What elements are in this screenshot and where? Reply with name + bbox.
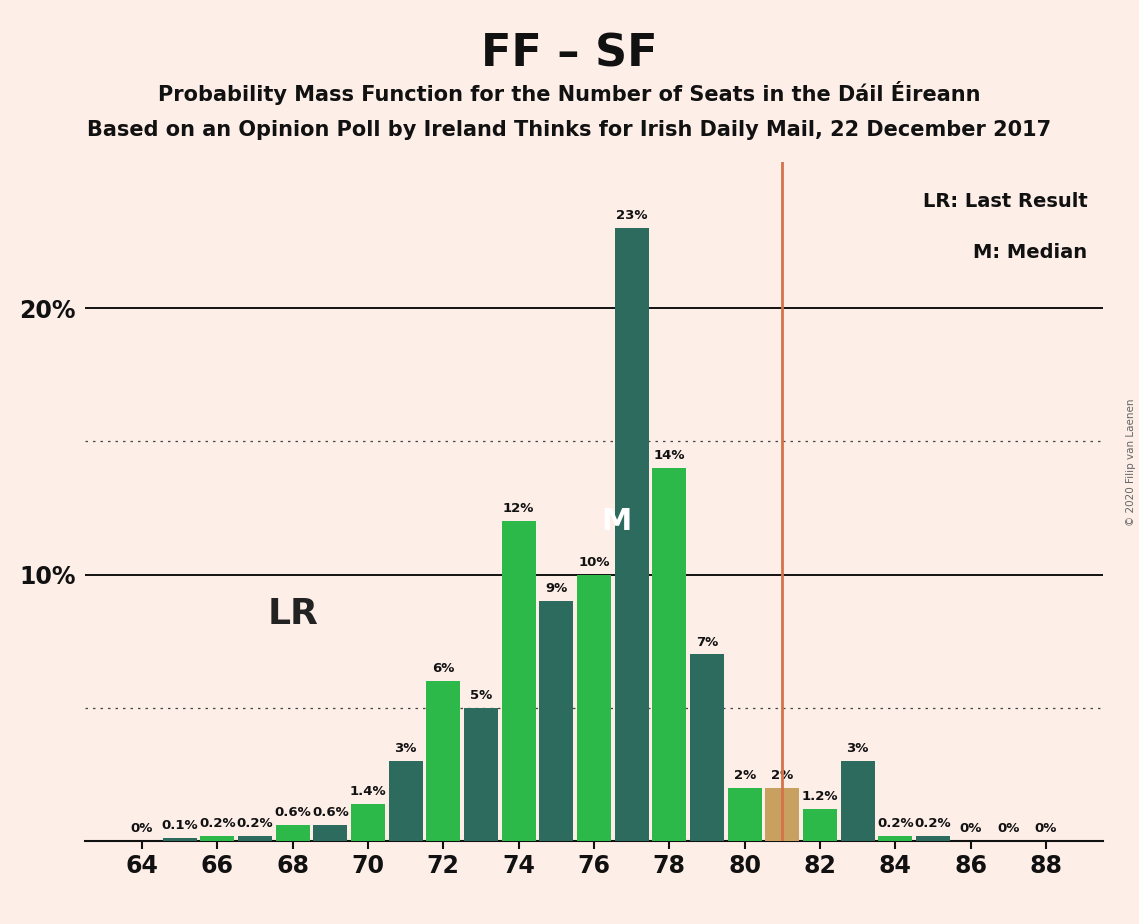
Text: 0%: 0% [1035,822,1057,835]
Text: 0.1%: 0.1% [162,820,198,833]
Bar [238,835,272,841]
Bar [615,228,648,841]
Bar [841,761,875,841]
Text: 7%: 7% [696,636,718,649]
Text: M: M [601,506,632,536]
Bar [200,835,235,841]
Text: LR: Last Result: LR: Last Result [923,192,1088,212]
Text: 6%: 6% [432,663,454,675]
Text: Based on an Opinion Poll by Ireland Thinks for Irish Daily Mail, 22 December 201: Based on an Opinion Poll by Ireland Thin… [88,120,1051,140]
Text: 14%: 14% [654,449,685,462]
Text: 2%: 2% [734,769,756,782]
Bar [803,808,837,841]
Bar [577,575,611,841]
Text: 0.2%: 0.2% [199,817,236,830]
Bar [653,468,687,841]
Text: M: Median: M: Median [973,243,1088,262]
Text: 0%: 0% [131,822,153,835]
Bar [313,825,347,841]
Text: FF – SF: FF – SF [482,32,657,76]
Text: 1.2%: 1.2% [802,790,838,803]
Text: 0.2%: 0.2% [237,817,273,830]
Text: 0.2%: 0.2% [915,817,951,830]
Text: 5%: 5% [470,688,492,702]
Text: 3%: 3% [846,742,869,755]
Text: 2%: 2% [771,769,794,782]
Text: 10%: 10% [579,555,609,568]
Bar [426,681,460,841]
Text: © 2020 Filip van Laenen: © 2020 Filip van Laenen [1125,398,1136,526]
Text: 12%: 12% [503,503,534,516]
Text: 1.4%: 1.4% [350,784,386,797]
Bar [464,708,498,841]
Text: 0%: 0% [959,822,982,835]
Bar [916,835,950,841]
Text: 3%: 3% [394,742,417,755]
Bar [690,654,724,841]
Text: 0.2%: 0.2% [877,817,913,830]
Text: 0%: 0% [997,822,1019,835]
Bar [163,838,197,841]
Text: 9%: 9% [546,582,567,595]
Text: Probability Mass Function for the Number of Seats in the Dáil Éireann: Probability Mass Function for the Number… [158,81,981,105]
Text: LR: LR [268,598,318,631]
Bar [501,521,535,841]
Text: 0.6%: 0.6% [274,806,311,819]
Bar [388,761,423,841]
Bar [540,602,573,841]
Bar [351,804,385,841]
Text: 23%: 23% [616,210,647,223]
Bar [276,825,310,841]
Text: 0.6%: 0.6% [312,806,349,819]
Bar [765,787,800,841]
Bar [728,787,762,841]
Bar [878,835,912,841]
